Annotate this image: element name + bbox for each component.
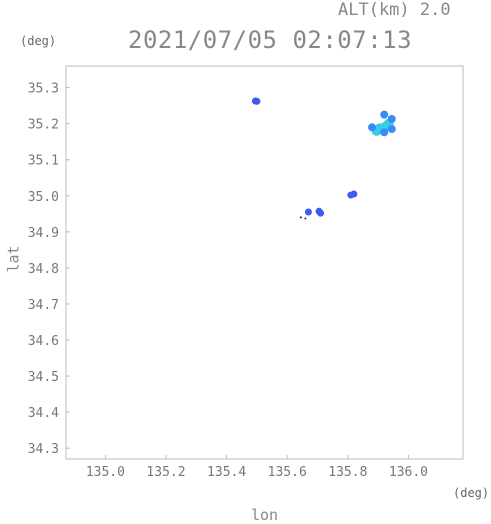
- y-tick-label: 34.3: [28, 442, 59, 457]
- y-tick-label: 35.2: [28, 118, 59, 133]
- y-tick-label: 34.6: [28, 334, 59, 349]
- echo-point: [387, 125, 396, 134]
- y-tick-label: 34.8: [28, 262, 59, 277]
- x-tick-label: 136.0: [389, 465, 428, 480]
- y-tick-label: 35.1: [28, 154, 59, 169]
- y-tick-label: 34.7: [28, 298, 59, 313]
- echo-point: [387, 115, 396, 124]
- echo-point: [304, 208, 312, 216]
- chart-title-timestamp: 2021/07/05 02:07:13: [128, 26, 413, 54]
- axis-ticks: 135.0 135.2 135.4 135.6 135.8 136.0 34.3 34.4 34…: [28, 82, 428, 480]
- echo-point: [317, 209, 325, 217]
- y-tick-label: 34.5: [28, 370, 59, 385]
- echo-point: [304, 217, 307, 220]
- x-axis-label: lon: [251, 506, 279, 524]
- y-tick-label: 34.9: [28, 226, 59, 241]
- y-axis-unit: (deg): [20, 34, 57, 48]
- x-tick-label: 135.0: [86, 465, 125, 480]
- y-tick-label: 35.3: [28, 82, 59, 97]
- y-tick-label: 35.0: [28, 190, 59, 205]
- x-tick-label: 135.6: [268, 465, 307, 480]
- echo-point: [347, 191, 355, 199]
- echo-point: [368, 123, 377, 132]
- y-tick-label: 34.4: [28, 406, 59, 421]
- plot-frame: [65, 65, 464, 460]
- x-axis-unit: (deg): [453, 486, 490, 500]
- data-points: [251, 97, 396, 220]
- altitude-label: ALT(km) 2.0: [338, 0, 451, 20]
- echo-point: [299, 216, 302, 219]
- x-tick-label: 135.4: [207, 465, 246, 480]
- x-tick-label: 135.2: [146, 465, 185, 480]
- echo-point: [253, 97, 261, 105]
- x-tick-label: 135.8: [328, 465, 367, 480]
- echo-point: [380, 110, 389, 119]
- echo-point: [380, 128, 389, 137]
